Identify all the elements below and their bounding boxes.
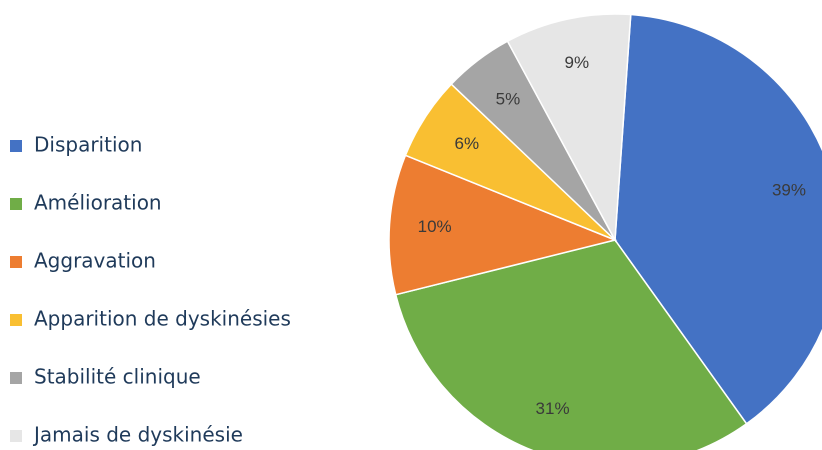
value-label: 5% [496,89,521,108]
legend-text: Stabilité clinique [34,365,201,389]
pie-slice [506,13,632,243]
legend-text: Aggravation [34,249,156,273]
legend-swatch [10,430,22,442]
legend-swatch [10,140,22,152]
value-label: 10% [418,217,452,236]
legend-text: Apparition de dyskinésies [34,307,291,331]
value-label: 39% [772,180,806,199]
pie-slice [394,239,748,450]
legend-text: Jamais de dyskinésie [32,423,243,447]
pie-slice [388,154,618,296]
legend-swatch [10,372,22,384]
legend-swatch [10,314,22,326]
legend-text: Disparition [34,133,142,157]
legend-swatch [10,198,22,210]
legend-text: Amélioration [34,191,162,215]
pie-slice [614,13,822,425]
value-label: 6% [455,134,480,153]
value-label: 31% [536,399,570,418]
value-label: 9% [565,53,590,72]
legend-swatch [10,256,22,268]
